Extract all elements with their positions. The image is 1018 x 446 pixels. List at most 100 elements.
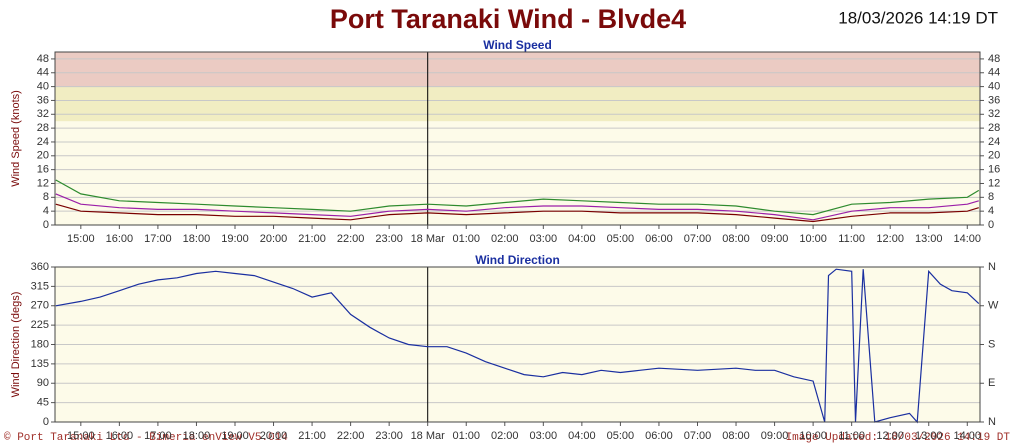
x-tick-label: 18:00 — [183, 233, 211, 245]
x-tick-label: 06:00 — [645, 233, 673, 245]
x-tick-label: 08:00 — [722, 233, 750, 245]
y2-tick-label: W — [988, 300, 999, 312]
x-tick-label: 09:00 — [761, 233, 789, 245]
x-tick-label: 16:00 — [106, 430, 134, 442]
x-tick-label: 19:00 — [221, 430, 249, 442]
x-tick-label: 07:00 — [684, 233, 712, 245]
y2-tick-label: 24 — [988, 136, 1000, 148]
y-tick-label: 28 — [37, 122, 49, 134]
y-tick-label: 225 — [31, 319, 49, 331]
x-tick-label: 23:00 — [375, 233, 403, 245]
x-tick-label: 21:00 — [298, 233, 326, 245]
x-tick-label: 07:00 — [684, 430, 712, 442]
band — [55, 52, 980, 87]
x-tick-label: 01:00 — [452, 233, 480, 245]
x-tick-label: 20:00 — [260, 430, 288, 442]
y2-tick-label: 40 — [988, 81, 1000, 93]
x-tick-label: 22:00 — [337, 233, 365, 245]
y-tick-label: 180 — [31, 338, 49, 350]
y-tick-label: 135 — [31, 358, 49, 370]
y2-tick-label: 44 — [988, 67, 1000, 79]
y2-tick-label: 8 — [988, 191, 994, 203]
x-tick-label: 16:00 — [106, 233, 134, 245]
data-line — [55, 203, 979, 223]
x-tick-label: 13:00 — [915, 233, 943, 245]
chart-title: Wind Speed — [483, 38, 552, 52]
updated: Image Updated: 18/03/2026 14:19 DT — [786, 432, 1011, 444]
x-tick-label: 03:00 — [530, 233, 558, 245]
y-tick-label: 0 — [43, 416, 49, 428]
x-tick-label: 15:00 — [67, 233, 95, 245]
plot-frame — [54, 266, 981, 423]
y-tick-label: 32 — [37, 108, 49, 120]
x-tick-label: 06:00 — [645, 430, 673, 442]
x-tick-label: 11:00 — [838, 430, 865, 442]
y2-tick-label: 36 — [988, 94, 1000, 106]
y-tick-label: 16 — [37, 164, 49, 176]
y2-tick-label: 32 — [988, 108, 1000, 120]
x-tick-label: 20:00 — [260, 233, 288, 245]
x-tick-label: 18:00 — [183, 430, 211, 442]
y-tick-label: 270 — [31, 300, 49, 312]
x-tick-label: 13:00 — [915, 430, 943, 442]
y-tick-label: 20 — [37, 150, 49, 162]
y2-tick-label: S — [988, 338, 995, 350]
y2-tick-label: 0 — [988, 219, 994, 231]
y2-tick-label: 28 — [988, 122, 1000, 134]
x-tick-label: 11:00 — [838, 233, 865, 245]
y-tick-label: 315 — [31, 280, 49, 292]
y2-tick-label: N — [988, 416, 996, 428]
x-tick-label: 02:00 — [491, 430, 519, 442]
x-tick-label: 14:00 — [954, 430, 982, 442]
x-tick-label: 21:00 — [298, 430, 326, 442]
x-tick-label: 18 Mar — [411, 430, 446, 442]
x-tick-label: 04:00 — [568, 233, 596, 245]
x-tick-label: 19:00 — [221, 233, 249, 245]
x-tick-label: 10:00 — [799, 233, 827, 245]
y-tick-label: 360 — [31, 261, 49, 273]
y-tick-label: 24 — [37, 136, 49, 148]
data-line — [55, 193, 979, 221]
y-tick-label: 8 — [43, 191, 49, 203]
y-tick-label: 0 — [43, 219, 49, 231]
timestamp: 18/03/2026 14:19 DT — [838, 8, 998, 27]
x-tick-label: 12:00 — [876, 233, 904, 245]
x-tick-label: 15:00 — [67, 430, 95, 442]
x-tick-label: 09:00 — [761, 430, 789, 442]
y-axis-label: Wind Direction (degs) — [10, 292, 22, 398]
y2-tick-label: N — [988, 261, 996, 273]
y-tick-label: 12 — [37, 177, 49, 189]
y2-tick-label: 16 — [988, 164, 1000, 176]
y2-tick-label: 48 — [988, 53, 1000, 65]
x-tick-label: 08:00 — [722, 430, 750, 442]
y-tick-label: 45 — [37, 397, 49, 409]
x-tick-label: 12:00 — [876, 430, 904, 442]
x-tick-label: 10:00 — [799, 430, 827, 442]
y2-tick-label: 12 — [988, 177, 1000, 189]
y-tick-label: 44 — [37, 67, 49, 79]
page-title: Port Taranaki Wind - Blvde4 — [330, 4, 686, 34]
x-tick-label: 04:00 — [568, 430, 596, 442]
x-tick-label: 17:00 — [144, 233, 172, 245]
y-tick-label: 36 — [37, 94, 49, 106]
x-tick-label: 05:00 — [607, 430, 635, 442]
plot-frame — [54, 51, 981, 226]
y-axis-label: Wind Speed (knots) — [10, 90, 22, 187]
y2-tick-label: 4 — [988, 205, 994, 217]
copyright: © Port Taranaki Ltd - Bimeria enView V5.… — [4, 432, 288, 444]
x-tick-label: 17:00 — [144, 430, 172, 442]
x-tick-label: 01:00 — [452, 430, 480, 442]
y-tick-label: 48 — [37, 53, 49, 65]
x-tick-label: 02:00 — [491, 233, 519, 245]
x-tick-label: 03:00 — [530, 430, 558, 442]
y-tick-label: 90 — [37, 377, 49, 389]
x-tick-label: 23:00 — [375, 430, 403, 442]
x-tick-label: 18 Mar — [411, 233, 446, 245]
x-tick-label: 14:00 — [954, 233, 982, 245]
y-tick-label: 40 — [37, 81, 49, 93]
band — [55, 86, 980, 122]
x-tick-label: 22:00 — [337, 430, 365, 442]
data-line — [55, 179, 980, 216]
y2-tick-label: E — [988, 377, 995, 389]
